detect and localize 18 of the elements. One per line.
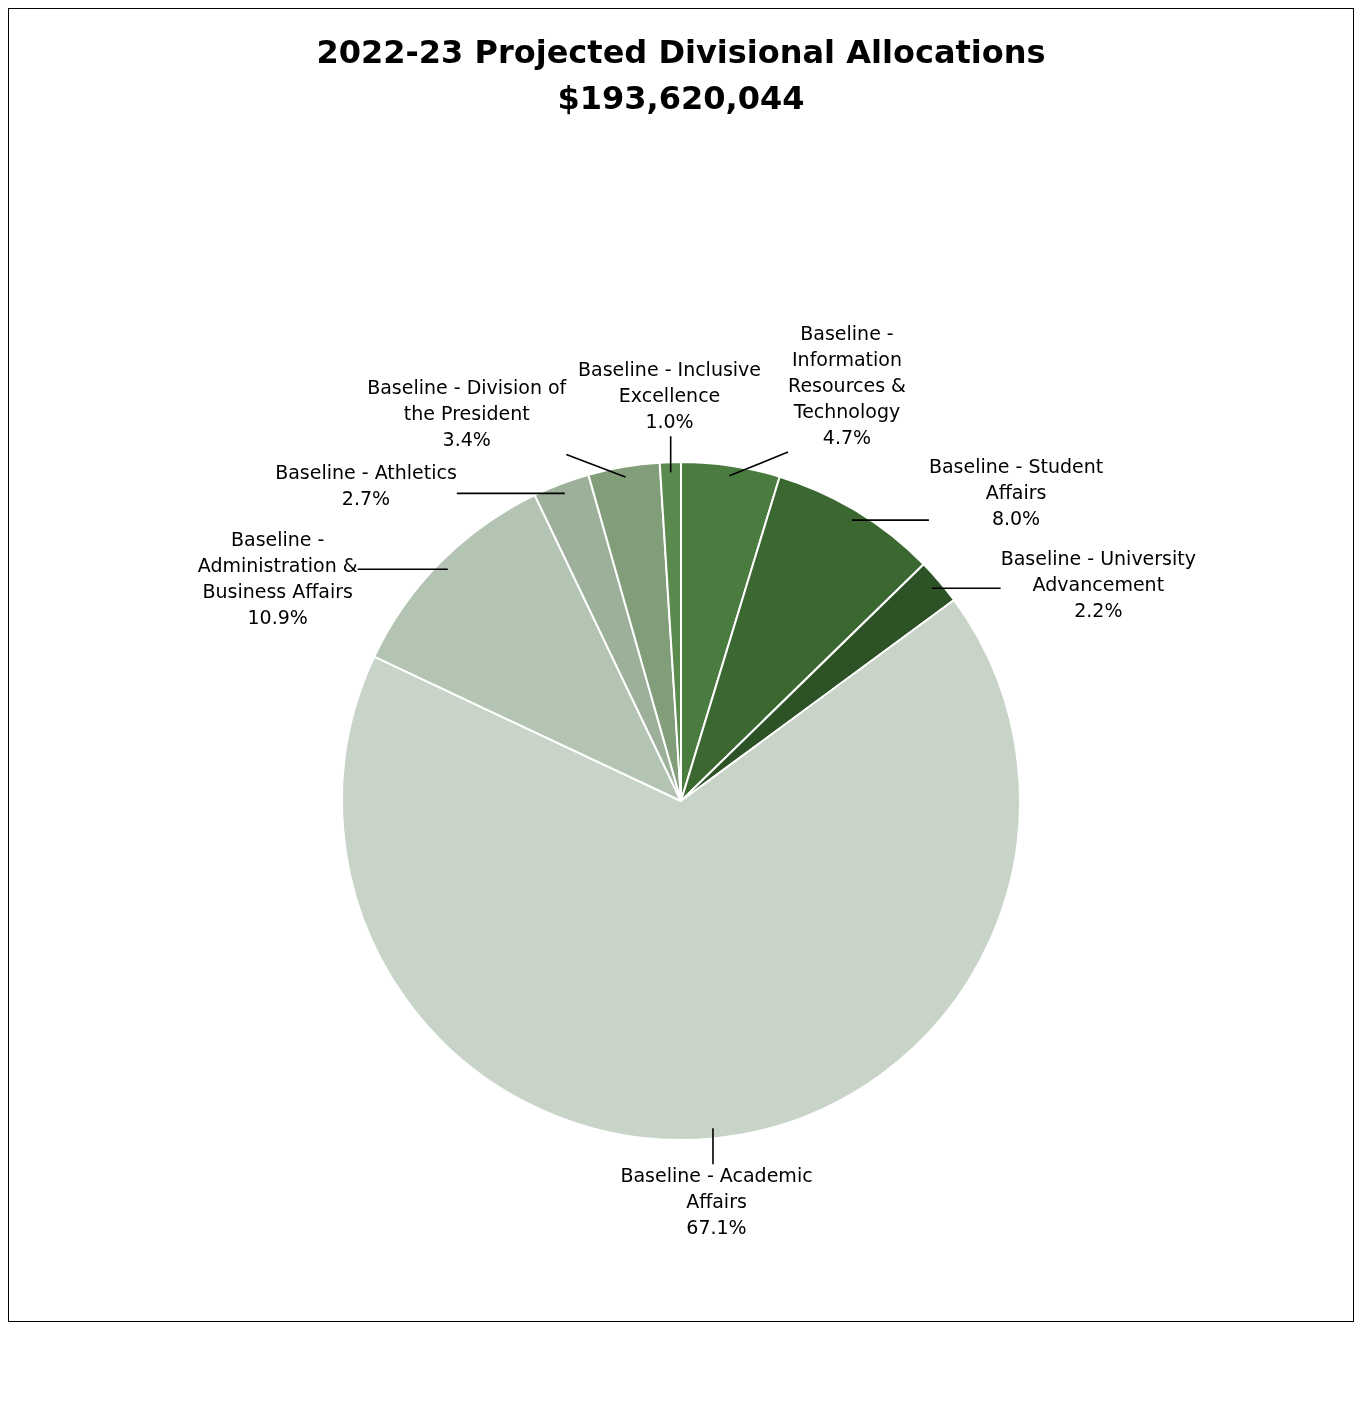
slice-label: Baseline - Inclusive Excellence [578,358,762,407]
data-label: 8.0% [991,507,1041,530]
chart-subtitle: $193,620,044 [556,78,806,119]
data-label: 2.2% [1074,598,1123,621]
data-label: 10.9% [247,605,308,628]
slice-label: Baseline - Athletics [275,460,457,483]
data-label: 2.7% [341,486,391,509]
data-label: 1.0% [645,410,694,433]
slice-label: Baseline - Administration & Business Affairs [197,527,358,602]
data-label: 4.7% [822,425,872,448]
slice-label: Baseline - University Advancement [1000,546,1196,595]
data-label: 67.1% [686,1216,747,1239]
slice-label: Baseline - Student Affairs [928,455,1104,504]
data-label: 3.4% [442,428,491,451]
chart-title: 2022-23 Projected Divisional Allocations [315,32,1047,73]
slice-label: Baseline - Division of the President [367,376,568,425]
slice-label: Baseline - Information Resources & Technology [788,321,907,422]
slice-label: Baseline - Academic Affairs [620,1164,813,1213]
